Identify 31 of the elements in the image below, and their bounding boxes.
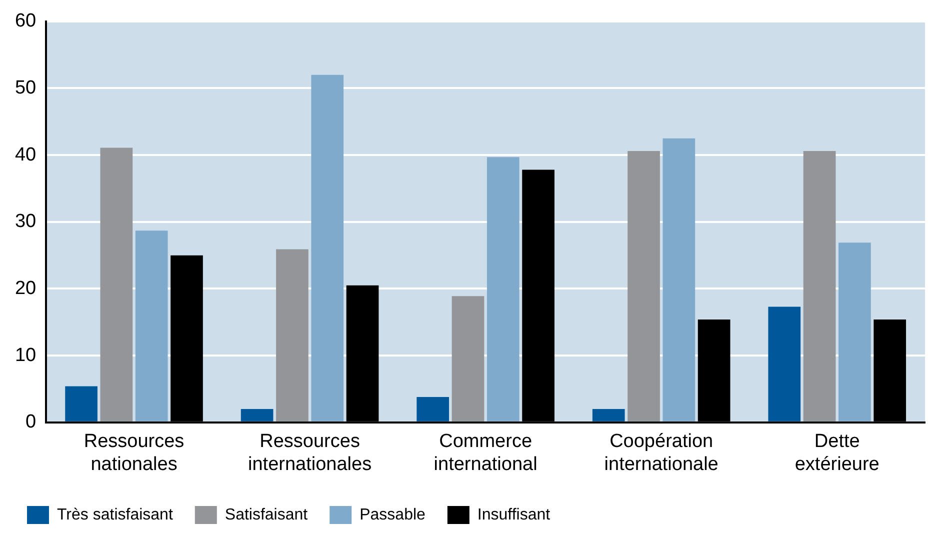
bar xyxy=(768,306,801,422)
bar xyxy=(628,151,660,422)
legend-label: Satisfaisant xyxy=(224,506,308,524)
y-tick-label: 20 xyxy=(14,278,36,299)
y-tick-label: 30 xyxy=(14,211,36,232)
x-tick-label: Dette extérieure xyxy=(794,431,880,475)
bar xyxy=(276,249,308,422)
bar xyxy=(592,409,625,422)
y-tick-label: 40 xyxy=(14,144,36,166)
legend-label: Insuffisant xyxy=(477,506,551,524)
bar xyxy=(416,397,450,422)
bar xyxy=(135,230,168,422)
y-tick-label: 60 xyxy=(14,10,36,32)
x-tick-label: Commerce international xyxy=(434,431,538,475)
bar xyxy=(662,138,696,422)
y-tick-label: 50 xyxy=(14,77,36,98)
x-tick-label: Ressources nationales xyxy=(84,431,184,475)
bar xyxy=(486,157,520,422)
x-tick-label: Coopération internationale xyxy=(604,431,718,475)
legend-label: Très satisfaisant xyxy=(57,506,174,524)
bar xyxy=(100,148,133,422)
bar xyxy=(803,151,836,422)
x-tick-label: Ressources internationales xyxy=(248,431,372,475)
bar xyxy=(452,296,484,422)
y-tick-label: 10 xyxy=(14,344,36,366)
bar xyxy=(838,242,871,422)
bar xyxy=(311,74,344,422)
bar xyxy=(240,409,274,422)
y-tick-label: 0 xyxy=(26,412,36,433)
bar xyxy=(65,386,98,422)
legend-label: Passable xyxy=(360,506,426,524)
